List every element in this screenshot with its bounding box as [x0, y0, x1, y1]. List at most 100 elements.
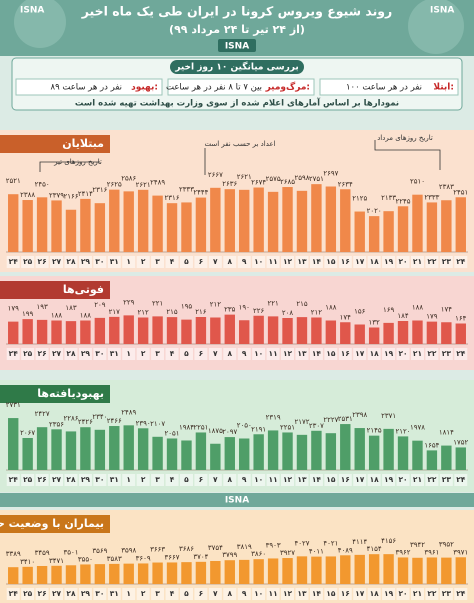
data-label: ۱۷۵۲: [453, 438, 468, 446]
bar: [22, 319, 33, 344]
x-tick-bg: [281, 474, 295, 486]
x-tick-label: ۷: [213, 475, 218, 484]
bar: [22, 200, 33, 252]
x-tick-bg: [324, 474, 338, 486]
bar: [210, 187, 221, 252]
x-tick-bg: [252, 588, 266, 600]
x-tick-label: ۲۷: [52, 349, 62, 358]
x-tick-label: ۲۵: [23, 257, 33, 266]
x-tick-bg: [281, 588, 295, 600]
x-tick-label: ۹: [242, 589, 247, 598]
bar: [210, 560, 221, 584]
x-tick-bg: [382, 256, 396, 268]
data-label: ۲۰۸: [282, 309, 294, 317]
data-label: ۲۳۱۹: [266, 413, 281, 421]
bar: [311, 317, 322, 344]
data-label: ۲۰۹۷: [222, 428, 237, 436]
x-tick-label: ۱۳: [297, 349, 307, 358]
x-tick-bg: [266, 588, 280, 600]
data-label: ۱۸۳: [65, 304, 77, 312]
x-tick-bg: [309, 256, 323, 268]
x-tick-label: ۵: [184, 589, 189, 598]
bar: [195, 561, 207, 584]
x-tick-label: ۶: [199, 589, 204, 598]
data-label: ۲۰۵۱: [165, 429, 180, 437]
x-tick-bg: [64, 256, 78, 268]
x-tick-label: ۱۷: [355, 257, 365, 266]
bar: [383, 211, 394, 252]
bar: [109, 189, 120, 252]
bar: [383, 322, 394, 344]
bar: [296, 434, 308, 470]
x-tick-bg: [396, 474, 410, 486]
x-tick-label: ۲۰: [398, 589, 407, 598]
x-tick-bg: [208, 348, 222, 360]
x-tick-label: ۲۸: [66, 475, 76, 484]
data-label: ۲۱۵: [166, 308, 178, 316]
x-tick-label: ۱۱: [269, 475, 278, 484]
data-label: ۲۲۹: [123, 298, 135, 306]
x-tick-bg: [93, 588, 107, 600]
x-tick-label: ۲: [141, 349, 146, 358]
data-label: ۱۹۷۸: [410, 424, 425, 432]
data-label: ۱۷۹: [8, 305, 20, 313]
bar: [22, 437, 33, 470]
x-tick-label: ۲۰: [398, 257, 407, 266]
data-label: ۳۹۴۲: [410, 541, 425, 549]
x-tick-bg: [107, 256, 121, 268]
bar: [441, 322, 452, 344]
data-label: ۲۳۵: [224, 306, 236, 314]
bar: [412, 557, 423, 584]
virus-icon: [14, 0, 66, 48]
x-tick-bg: [252, 348, 266, 360]
x-tick-bg: [295, 348, 309, 360]
bar: [426, 202, 438, 252]
x-tick-bg: [454, 474, 468, 486]
data-label: ۲۲۱: [152, 299, 163, 307]
data-label: ۱۶۴: [455, 315, 467, 323]
x-tick-label: ۶: [199, 257, 204, 266]
bar: [51, 565, 62, 584]
x-tick-label: ۳۰: [95, 589, 104, 598]
bar: [239, 438, 250, 470]
data-label: ۲۱۴۵: [367, 427, 382, 435]
x-tick-label: ۲۱: [413, 589, 422, 598]
data-label: ۲۴۴۴: [193, 189, 208, 197]
x-tick-label: ۱۵: [326, 589, 336, 598]
x-tick-label: ۱۲: [283, 349, 293, 358]
panel-title-bg: [0, 515, 110, 533]
x-tick-label: ۲۳: [442, 349, 452, 358]
bar: [455, 197, 466, 252]
x-tick-label: ۱۷: [355, 349, 365, 358]
data-label: ۴۰۸۹: [338, 546, 353, 554]
x-tick-label: ۶: [199, 475, 204, 484]
x-tick-label: ۲۱: [413, 475, 422, 484]
x-tick-label: ۸: [227, 349, 232, 358]
data-label: ۳۹۶۲: [396, 548, 411, 556]
bar: [109, 426, 120, 470]
x-tick-label: ۲۱: [413, 257, 422, 266]
x-tick-bg: [122, 588, 136, 600]
bar: [426, 450, 438, 470]
data-label: ۲۳۳۳: [424, 193, 439, 201]
data-label: ۳۶۶۷: [165, 553, 180, 561]
data-label: ۲۳۵۶: [49, 420, 64, 428]
x-tick-bg: [338, 348, 352, 360]
x-tick-bg: [179, 256, 193, 268]
x-tick-bg: [309, 474, 323, 486]
x-tick-label: ۱۹: [384, 349, 394, 358]
data-label: ۲۱۰۷: [150, 420, 165, 428]
x-tick-label: ۱۶: [341, 589, 350, 598]
bar: [441, 200, 452, 252]
bar: [166, 203, 178, 252]
x-tick-bg: [151, 474, 165, 486]
x-tick-label: ۱۶: [341, 257, 350, 266]
summary-label: مرگ‌ومیر:: [265, 81, 310, 93]
data-label: ۲۲۵۱: [193, 423, 208, 431]
data-label: ۲۶۶۷: [208, 171, 223, 179]
x-tick-label: ۱۳: [297, 589, 307, 598]
data-label: ۲۰۲۰: [367, 207, 382, 215]
data-label: ۳۳۸۹: [6, 550, 21, 558]
data-label: ۲۴۵۰: [35, 180, 50, 188]
data-label: ۳۵۵۰: [78, 555, 93, 563]
